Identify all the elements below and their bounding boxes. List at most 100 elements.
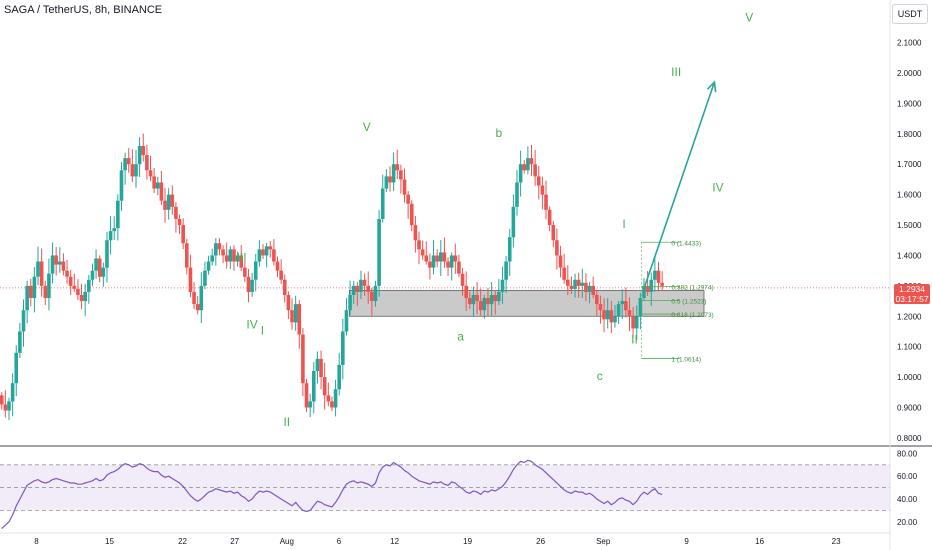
fib-level-label: 0.5 (1.2523) — [671, 298, 706, 305]
price-tick-label: 1.5000 — [897, 221, 922, 230]
currency-label[interactable]: USDT — [892, 4, 928, 24]
candle-body — [257, 249, 262, 262]
candle-body — [319, 358, 323, 378]
candle-body — [529, 158, 534, 165]
price-tick-label: 2.1000 — [897, 39, 922, 48]
wave-label: II — [631, 333, 638, 347]
candle-body — [76, 288, 80, 295]
candle-body — [627, 310, 632, 317]
wave-label: c — [597, 369, 603, 383]
candle-body — [134, 164, 138, 177]
candle-body — [130, 164, 135, 177]
fib-level-label: 1 (1.0614) — [671, 356, 701, 363]
candle-body — [595, 294, 599, 305]
candle-body — [268, 246, 273, 250]
candle-body — [250, 279, 254, 292]
candle-body — [79, 294, 84, 302]
candle-body — [32, 276, 37, 299]
candle-body — [497, 291, 501, 302]
candle-body — [253, 261, 258, 280]
bar-countdown: 03:17:57 — [895, 294, 929, 304]
price-tick-label: 1.1000 — [897, 343, 922, 352]
fib-level-label: 0 (1.4433) — [671, 240, 701, 247]
candle-body — [558, 255, 563, 268]
candle-body — [449, 255, 454, 268]
candle-body — [28, 285, 33, 299]
candle-body — [580, 282, 585, 286]
wave-label: a — [457, 330, 464, 344]
symbol-title[interactable]: SAGA / TetherUS, 8h, BINANCE — [4, 4, 163, 16]
candle-body — [406, 194, 410, 204]
candle-body — [174, 206, 178, 219]
candle-body — [210, 255, 214, 262]
projection-arrow-line — [644, 81, 716, 287]
candle-body — [181, 225, 185, 244]
candle-body — [471, 294, 476, 305]
candle-body — [536, 176, 541, 186]
candle-body — [602, 310, 606, 320]
candle-body — [565, 279, 570, 286]
candle-body — [123, 158, 127, 171]
candle-body — [57, 261, 62, 265]
candle-body — [97, 258, 102, 277]
candle-body — [68, 276, 73, 286]
candle-body — [264, 246, 269, 256]
candle-body — [489, 294, 494, 305]
candle-body — [25, 285, 29, 311]
rsi-line — [1, 459, 663, 530]
candle-body — [235, 255, 240, 262]
candle-body — [351, 285, 356, 295]
candle-body — [478, 301, 483, 311]
candle-body — [511, 206, 516, 238]
time-tick-label: 6 — [337, 537, 342, 546]
candle-body — [61, 261, 66, 271]
candle-body — [214, 243, 218, 256]
candle-body — [272, 249, 276, 262]
candle-body — [504, 261, 508, 280]
price-tick-label: 1.2000 — [897, 312, 922, 321]
candle-body — [311, 371, 316, 402]
candle-body — [576, 279, 581, 286]
candle-body — [442, 252, 447, 262]
candle-body — [613, 316, 617, 323]
candle-body — [431, 255, 436, 268]
candle-body — [108, 231, 113, 241]
candle-body — [0, 395, 4, 405]
candle-body — [301, 334, 305, 384]
candle-body — [192, 291, 196, 305]
candle-body — [609, 310, 614, 323]
candle-body — [112, 228, 117, 232]
candle-body — [598, 304, 603, 311]
candle-body — [239, 255, 244, 268]
candle-body — [275, 261, 280, 271]
wave-label: II — [283, 415, 290, 429]
candle-body — [159, 182, 164, 201]
wave-label: V — [363, 120, 371, 134]
time-tick-label: 22 — [178, 537, 187, 546]
candle-body — [402, 179, 407, 195]
candle-body — [373, 285, 378, 302]
candle-body — [101, 267, 106, 277]
fib-level-label: 0.382 (1.2974) — [671, 285, 713, 292]
candle-body — [457, 261, 461, 274]
fib-level-label: 0.618 (1.2073) — [671, 312, 713, 319]
candle-body — [526, 158, 530, 171]
candle-body — [3, 404, 8, 411]
candle-body — [388, 176, 392, 183]
candles-layer — [0, 133, 890, 421]
rsi-tick-label: 20.00 — [897, 518, 918, 527]
candle-body — [39, 261, 44, 286]
candle-body — [148, 170, 153, 177]
candle-body — [10, 383, 15, 402]
candle-body — [562, 267, 566, 280]
candle-body — [638, 298, 643, 317]
candle-body — [282, 279, 287, 295]
wave-label: V — [745, 10, 753, 24]
fibonacci-layer: 0 (1.4433) 0.382 (1.2974) 0.5 (1.2523) 0.61… — [641, 240, 714, 363]
candle-body — [453, 255, 458, 262]
candle-body — [50, 255, 55, 274]
price-tick-label: 1.8000 — [897, 130, 922, 139]
candle-body — [90, 270, 95, 280]
